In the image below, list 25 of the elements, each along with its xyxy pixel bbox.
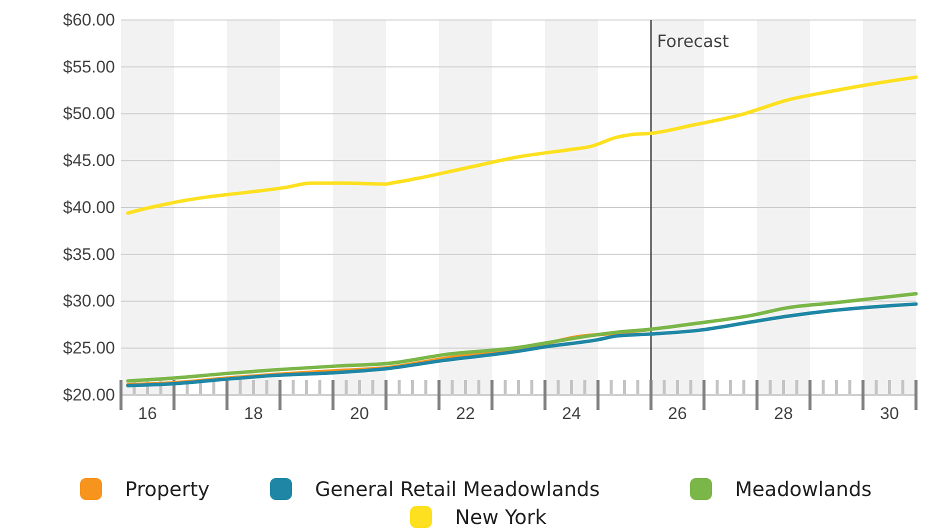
y-tick-label: $55.00 <box>63 57 115 76</box>
y-tick-label: $20.00 <box>63 385 115 404</box>
y-tick-label: $25.00 <box>63 338 115 358</box>
line-series <box>126 302 918 388</box>
y-tick-label: $30.00 <box>63 292 115 311</box>
line-series <box>126 75 918 215</box>
x-tick-label: 16 <box>138 404 157 424</box>
ref-line-label: Forecast <box>657 32 730 52</box>
x-tick-label: 24 <box>562 404 581 424</box>
y-tick-label: $60.00 <box>63 10 115 30</box>
y-tick-label: $35.00 <box>63 244 115 264</box>
x-tick-label: 20 <box>350 404 369 424</box>
legend-label: Property <box>125 477 210 501</box>
y-tick-label: $40.00 <box>63 198 115 217</box>
legend-label: Meadowlands <box>735 477 872 501</box>
x-tick-label: 22 <box>456 404 475 424</box>
legend-label: General Retail Meadowlands <box>315 477 600 501</box>
y-tick-label: $50.00 <box>63 104 115 124</box>
line-series <box>126 292 918 383</box>
x-tick-label: 26 <box>668 404 687 424</box>
y-tick-label: $45.00 <box>63 151 115 170</box>
x-tick-label: 30 <box>880 404 899 424</box>
x-tick-label: 18 <box>244 404 263 424</box>
legend-label: New York <box>455 505 547 529</box>
x-tick-label: 28 <box>774 404 793 424</box>
